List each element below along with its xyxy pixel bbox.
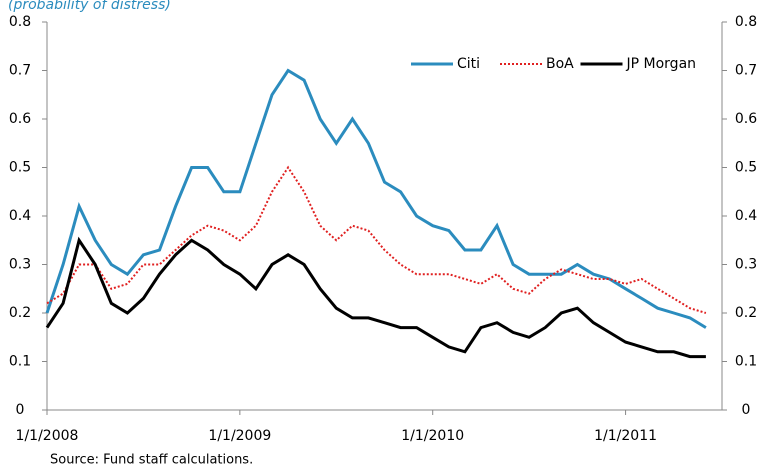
y-tick-label: 0.4: [9, 208, 31, 224]
y-tick-label: 0.3: [9, 257, 31, 273]
series-line: [46, 165, 707, 314]
y2-tick-label: 0.3: [735, 257, 757, 273]
y-tick-label: 0.7: [9, 63, 31, 79]
y2-tick-label: 0.5: [735, 160, 757, 176]
x-tick-label: 1/1/2009: [208, 428, 271, 444]
y2-tick-label: 0.7: [735, 63, 757, 79]
y-tick-label: 0.2: [9, 305, 31, 321]
x-tick-label: 1/1/2011: [594, 428, 657, 444]
source-note: Source: Fund staff calculations.: [50, 453, 253, 468]
y-tick-label: 0.5: [9, 160, 31, 176]
legend-label: BoA: [546, 56, 574, 72]
y-tick-label: 0.8: [9, 14, 31, 30]
y2-tick-label: 0.1: [735, 354, 757, 370]
series-line: [45, 68, 707, 329]
y-tick-label: 0.6: [9, 111, 31, 127]
series-line: [45, 236, 706, 359]
y2-tick-label: 0: [742, 402, 751, 418]
x-tick-label: 1/1/2010: [401, 428, 464, 444]
y2-tick-label: 0.8: [735, 14, 757, 30]
y2-tick-label: 0.4: [735, 208, 757, 224]
x-tick-label: 1/1/2008: [16, 428, 79, 444]
y-tick-label: 0: [16, 402, 25, 418]
y2-tick-label: 0.6: [735, 111, 757, 127]
legend-label: Citi: [457, 56, 480, 72]
y2-tick-label: 0.2: [735, 305, 757, 321]
chart-subtitle: (probability of distress): [8, 0, 171, 13]
y-tick-label: 0.1: [9, 354, 31, 370]
legend-label: JP Morgan: [626, 56, 697, 72]
